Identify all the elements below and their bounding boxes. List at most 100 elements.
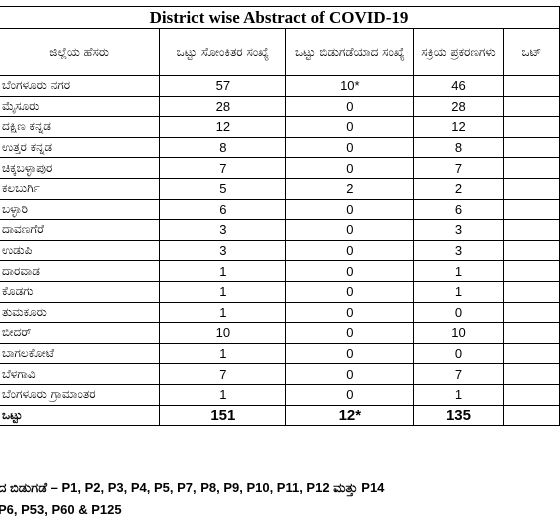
data-row: ಬಳ್ಳಾರಿ 6 0 6 <box>0 198 560 221</box>
count-cell: 8 <box>413 136 504 159</box>
data-row: ಬಾಗಲಕೋಟೆ 1 0 0 <box>0 342 560 365</box>
count-cell: 1 <box>413 280 504 303</box>
district-name: ಒಟ್ಟು <box>0 404 161 427</box>
count-cell: 3 <box>159 239 287 262</box>
empty-cell <box>502 280 560 303</box>
count-cell: 0 <box>285 383 415 406</box>
district-name: ಚಿಕ್ಕಬಳ್ಳಾಪುರ <box>0 157 161 179</box>
header-row: ಜಿಲ್ಲೆಯ ಹೆಸರು ಒಟ್ಟು ಸೋಂಕಿತರ ಸಂಖ್ಯೆ ಒಟ್ಟು ಬ… <box>0 28 560 76</box>
district-name: ಬೀದರ್ <box>0 322 161 344</box>
empty-cell <box>502 383 560 406</box>
count-cell: 7 <box>413 157 504 179</box>
count-cell: 7 <box>159 363 287 385</box>
district-name: ಉತ್ತರ ಕನ್ನಡ <box>0 136 161 159</box>
empty-cell <box>502 260 560 282</box>
count-cell: 28 <box>413 95 504 118</box>
count-cell: 3 <box>413 239 504 262</box>
table-wrap: District wise Abstract of COVID-19 ಜಿಲ್ಲೆ… <box>0 6 560 427</box>
header-cell: ಜಿಲ್ಲೆಯ ಹೆಸರು <box>0 28 161 76</box>
count-cell: 2 <box>285 177 415 200</box>
empty-cell <box>502 136 560 159</box>
count-cell: 12 <box>159 116 287 138</box>
count-cell: 0 <box>285 198 415 221</box>
district-name: ಬಾಗಲಕೋಟೆ <box>0 342 161 365</box>
count-cell: 6 <box>413 198 504 221</box>
empty-cell <box>502 301 560 324</box>
count-cell: 6 <box>159 198 287 221</box>
note: P6, P53, P60 & P125 <box>0 502 122 517</box>
empty-cell <box>502 177 560 200</box>
district-name: ಬೆಂಗಳೂರು ನಗರ <box>0 75 161 97</box>
empty-cell <box>502 198 560 221</box>
data-row: ಕಲಬುರ್ಗಿ 5 2 2 <box>0 177 560 200</box>
district-name: ಮೈಸೂರು <box>0 95 161 118</box>
header-cell: ಒಟ್ಟು ಸೋಂಕಿತರ ಸಂಖ್ಯೆ <box>159 28 287 76</box>
note: ದ ಬಿಡುಗಡೆ – P1, P2, P3, P4, P5, P7, P8, … <box>0 480 385 495</box>
district-name: ದಕ್ಷಿಣ ಕನ್ನಡ <box>0 116 161 138</box>
count-cell: 0 <box>413 342 504 365</box>
data-row: ದಾರವಾಡ 1 0 1 <box>0 260 560 282</box>
count-cell: 0 <box>285 219 415 241</box>
empty-cell <box>502 322 560 344</box>
count-cell: 0 <box>285 280 415 303</box>
count-cell: 1 <box>159 301 287 324</box>
empty-cell <box>502 116 560 138</box>
count-cell: 1 <box>159 280 287 303</box>
district-name: ಬೆಂಗಳೂರು ಗ್ರಾಮಾಂತರ <box>0 383 161 406</box>
empty-cell <box>502 95 560 118</box>
count-cell: 0 <box>285 342 415 365</box>
district-name: ಕಲಬುರ್ಗಿ <box>0 177 161 200</box>
count-cell: 57 <box>159 75 287 97</box>
count-cell: 1 <box>413 260 504 282</box>
empty-cell <box>502 219 560 241</box>
data-row: ಬೆಂಗಳೂರು ಗ್ರಾಮಾಂತರ 1 0 1 <box>0 383 560 406</box>
empty-cell <box>502 75 560 97</box>
count-cell: 7 <box>159 157 287 179</box>
count-cell: 46 <box>413 75 504 97</box>
data-row: ಬೆಳಗಾವಿ 7 0 7 <box>0 363 560 385</box>
count-cell: 7 <box>413 363 504 385</box>
count-cell: 1 <box>159 260 287 282</box>
count-cell: 8 <box>159 136 287 159</box>
count-cell: 10 <box>159 322 287 344</box>
data-row: ಉತ್ತರ ಕನ್ನಡ 8 0 8 <box>0 136 560 159</box>
count-cell: 0 <box>285 95 415 118</box>
empty-cell <box>502 239 560 262</box>
count-cell: 0 <box>285 157 415 179</box>
district-name: ಕೊಡಗು <box>0 280 161 303</box>
count-cell: 0 <box>413 301 504 324</box>
data-row: ಉಡುಪಿ 3 0 3 <box>0 239 560 262</box>
district-name: ದಾರವಾಡ <box>0 260 161 282</box>
data-row: ಮೈಸೂರು 28 0 28 <box>0 95 560 118</box>
count-cell: 0 <box>285 322 415 344</box>
data-row: ಬೆಂಗಳೂರು ನಗರ 57 10* 46 <box>0 75 560 97</box>
data-row: ದಕ್ಷಿಣ ಕನ್ನಡ 12 0 12 <box>0 116 560 138</box>
district-name: ಬೆಳಗಾವಿ <box>0 363 161 385</box>
count-cell: 3 <box>159 219 287 241</box>
table-title: District wise Abstract of COVID-19 <box>0 6 560 29</box>
header-cell: ಸಕ್ರಿಯ ಪ್ರಕರಣಗಳು <box>413 28 504 76</box>
district-name: ದಾವಣಗೆರೆ <box>0 219 161 241</box>
data-row: ಕೊಡಗು 1 0 1 <box>0 280 560 303</box>
empty-cell <box>502 363 560 385</box>
count-cell: 0 <box>285 260 415 282</box>
count-cell: 2 <box>413 177 504 200</box>
district-name: ಬಳ್ಳಾರಿ <box>0 198 161 221</box>
district-name: ತುಮಕೂರು <box>0 301 161 324</box>
data-row: ಚಿಕ್ಕಬಳ್ಳಾಪುರ 7 0 7 <box>0 157 560 179</box>
count-cell: 0 <box>285 116 415 138</box>
data-row: ದಾವಣಗೆರೆ 3 0 3 <box>0 219 560 241</box>
count-cell: 5 <box>159 177 287 200</box>
empty-cell <box>502 342 560 365</box>
count-cell: 1 <box>159 383 287 406</box>
title-row: District wise Abstract of COVID-19 <box>0 6 560 29</box>
count-cell: 1 <box>413 383 504 406</box>
count-cell: 10 <box>413 322 504 344</box>
count-cell: 1 <box>159 342 287 365</box>
empty-cell <box>502 157 560 179</box>
covid-table: District wise Abstract of COVID-19 ಜಿಲ್ಲೆ… <box>0 6 560 427</box>
count-cell: 151 <box>159 404 287 427</box>
count-cell: 0 <box>285 239 415 262</box>
header-cell: ಒಟ್ಟು ಬಿಡುಗಡೆಯಾದ ಸಂಖ್ಯೆ <box>285 28 415 76</box>
